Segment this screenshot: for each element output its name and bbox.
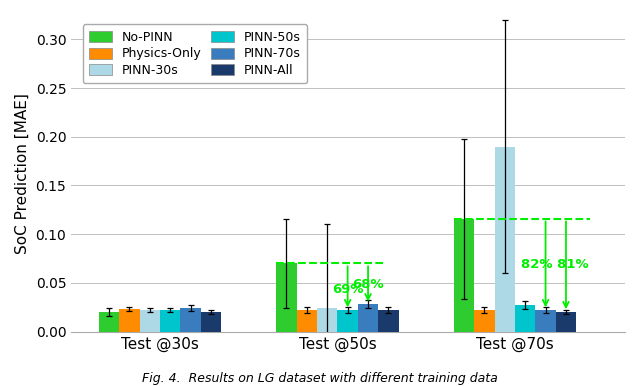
Bar (358, 304, 378, 332)
Bar (99, 312, 119, 332)
Text: Fig. 4.  Results on LG dataset with different training data: Fig. 4. Results on LG dataset with diffe… (142, 372, 498, 385)
Bar (378, 310, 399, 332)
Text: 68%: 68% (352, 278, 384, 291)
Bar (556, 312, 576, 332)
Bar (296, 310, 317, 332)
Bar (276, 263, 296, 332)
Bar (201, 312, 221, 332)
Legend: No-PINN, Physics-Only, PINN-30s, PINN-50s, PINN-70s, PINN-All: No-PINN, Physics-Only, PINN-30s, PINN-50… (83, 24, 307, 83)
Y-axis label: SoC Prediction [MAE]: SoC Prediction [MAE] (15, 93, 30, 254)
Bar (535, 310, 556, 332)
Bar (474, 310, 495, 332)
Bar (140, 310, 160, 332)
Bar (495, 147, 515, 332)
Text: 82% 81%: 82% 81% (521, 258, 589, 271)
Bar (337, 310, 358, 332)
Bar (317, 308, 337, 332)
Bar (454, 218, 474, 332)
Bar (515, 305, 535, 332)
Bar (160, 310, 180, 332)
Text: 69%: 69% (332, 283, 364, 296)
Bar (119, 309, 140, 332)
Bar (180, 308, 201, 332)
